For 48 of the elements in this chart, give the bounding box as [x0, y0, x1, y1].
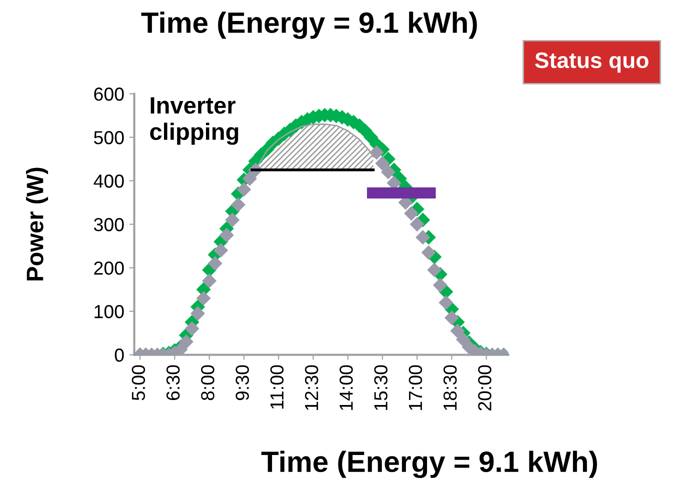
x-tick-label: 6:30	[166, 365, 180, 400]
x-tick-label: 11:00	[270, 365, 284, 409]
y-tick-label: 400	[94, 174, 124, 188]
point	[410, 217, 424, 232]
point	[421, 245, 436, 260]
x-tick-label: 17:00	[408, 365, 422, 410]
point	[242, 171, 257, 186]
point	[214, 243, 228, 258]
point	[438, 295, 454, 310]
x-axis-title: Time (Energy = 9.1 kWh)	[261, 450, 597, 478]
point	[427, 262, 442, 278]
point	[456, 332, 471, 347]
point	[432, 278, 448, 292]
point	[219, 228, 234, 242]
point	[380, 164, 396, 180]
point	[375, 156, 390, 171]
x-tick-label: 14:00	[340, 365, 353, 410]
y-tick-label: 200	[94, 261, 124, 275]
y-tick-label: 0	[114, 348, 124, 362]
y-tick-label: 100	[94, 304, 124, 318]
point	[178, 334, 194, 350]
x-tick-label: 15:30	[374, 365, 388, 410]
point	[450, 324, 465, 338]
x-tick-label: 12:30	[304, 365, 318, 410]
text: Status quo	[535, 52, 648, 73]
x-tick-label: 9:30	[236, 365, 249, 400]
x-tick-label: 18:30	[443, 365, 457, 410]
point	[444, 310, 459, 326]
point	[196, 290, 211, 306]
x-tick-label: 8:00	[201, 365, 214, 400]
point	[190, 306, 206, 321]
x-tick-label: 5:00	[132, 365, 146, 400]
y-tick-label: 600	[94, 88, 124, 101]
annotation: Inverter clipping	[150, 97, 238, 145]
chart-title: Time (Energy = 9.1 kWh)	[141, 12, 477, 39]
y-axis-title: Power (W)	[26, 168, 48, 280]
point	[416, 230, 430, 245]
y-tick-label: 500	[94, 130, 124, 144]
y-tick-label: 300	[94, 218, 124, 232]
x-tick-label: 20:00	[478, 365, 492, 410]
point	[230, 197, 246, 212]
point	[404, 206, 419, 221]
point	[369, 145, 384, 160]
point	[236, 182, 252, 197]
point	[208, 256, 222, 271]
point	[202, 274, 217, 288]
point	[225, 212, 240, 228]
point	[184, 321, 200, 336]
